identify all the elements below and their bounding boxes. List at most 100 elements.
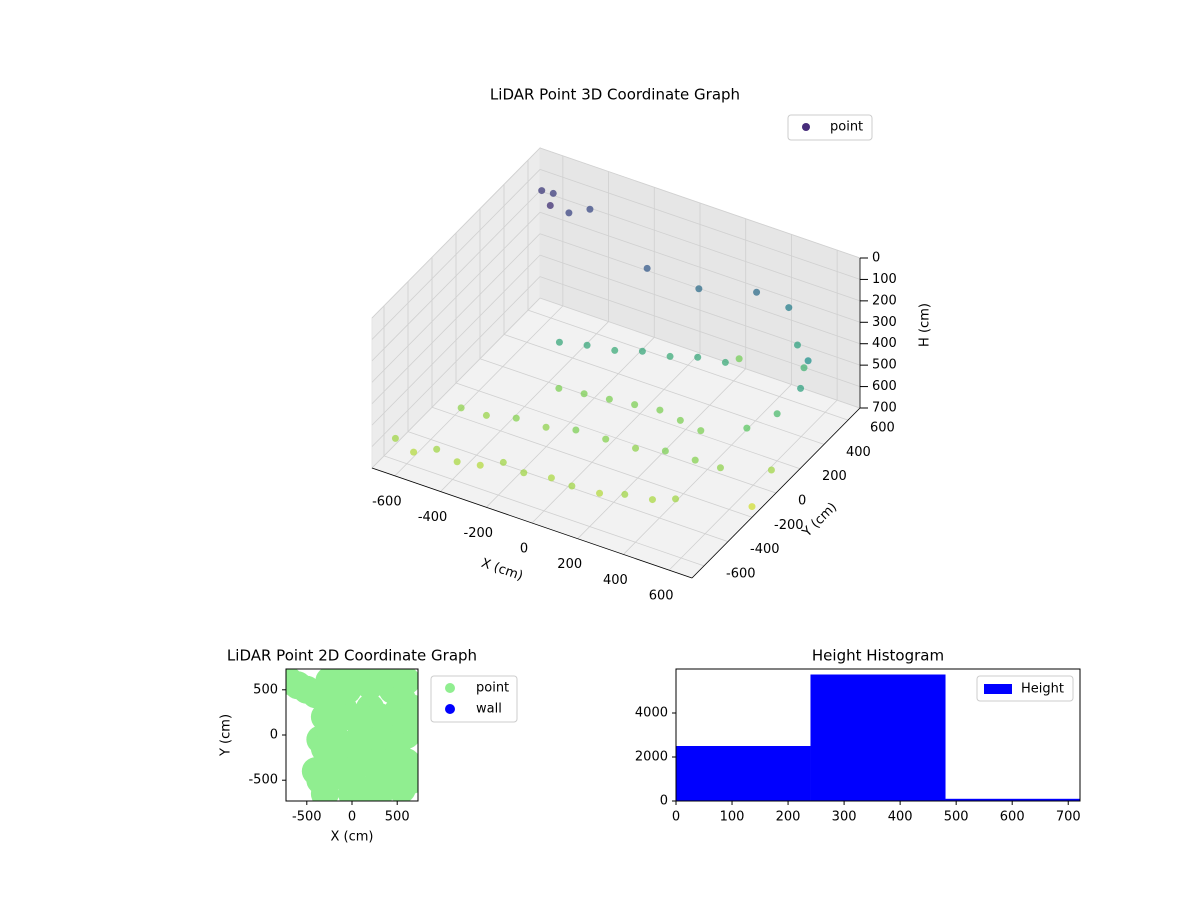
y-tick-label: -600 bbox=[726, 566, 756, 581]
y-tick-label: 2000 bbox=[635, 750, 668, 765]
point bbox=[621, 490, 629, 498]
point bbox=[785, 304, 793, 312]
x-tick-label: 700 bbox=[1056, 810, 1081, 825]
z-tick-label: 600 bbox=[872, 379, 897, 394]
z-tick-label: 700 bbox=[872, 401, 897, 416]
point bbox=[512, 414, 520, 422]
point bbox=[697, 427, 705, 435]
x-axis-label: X (cm) bbox=[479, 556, 525, 584]
z-tick-label: 400 bbox=[872, 336, 897, 351]
point bbox=[347, 775, 376, 801]
point bbox=[555, 338, 563, 346]
y-tick-label: 0 bbox=[660, 794, 668, 809]
y-tick-label: 400 bbox=[846, 445, 871, 460]
y-tick-label: -200 bbox=[774, 518, 804, 533]
point bbox=[666, 352, 674, 360]
grid-line bbox=[383, 455, 705, 567]
x-tick-label: 0 bbox=[520, 542, 528, 557]
x-tick-label: 600 bbox=[649, 589, 674, 604]
point bbox=[546, 202, 554, 209]
y-axis-label: Y (cm) bbox=[219, 714, 234, 757]
point bbox=[396, 707, 418, 736]
grid-line bbox=[527, 309, 849, 421]
point bbox=[804, 357, 812, 365]
point bbox=[572, 426, 580, 434]
point bbox=[310, 779, 339, 801]
point bbox=[611, 346, 619, 354]
legend-label: wall bbox=[476, 702, 502, 717]
point bbox=[580, 390, 588, 398]
point bbox=[661, 447, 669, 455]
bar bbox=[810, 674, 946, 801]
z-tick-label: 200 bbox=[872, 293, 897, 308]
point bbox=[457, 404, 465, 412]
grid-line bbox=[371, 297, 541, 469]
x-tick-label: 0 bbox=[348, 810, 356, 825]
x-axis bbox=[371, 467, 693, 579]
legend-marker bbox=[445, 683, 455, 693]
legend-marker bbox=[445, 704, 455, 714]
point bbox=[631, 401, 639, 409]
grid-line bbox=[431, 406, 753, 518]
point bbox=[365, 748, 394, 777]
y-tick-label: -500 bbox=[248, 773, 278, 788]
x-tick-label: 400 bbox=[888, 810, 913, 825]
grid-line bbox=[539, 254, 861, 366]
x-tick-label: -600 bbox=[372, 494, 402, 509]
point bbox=[392, 669, 418, 695]
point bbox=[433, 445, 441, 453]
point bbox=[499, 458, 507, 466]
legend-box bbox=[787, 114, 873, 141]
y-tick-label: 200 bbox=[822, 469, 847, 484]
point bbox=[800, 364, 808, 372]
point bbox=[391, 434, 399, 442]
grid-line bbox=[455, 382, 777, 494]
point bbox=[632, 444, 640, 452]
x-tick-label: 200 bbox=[776, 810, 801, 825]
point bbox=[453, 458, 461, 466]
legend-box bbox=[976, 675, 1074, 702]
point bbox=[753, 288, 761, 296]
legend-box bbox=[430, 675, 518, 723]
grid-line bbox=[539, 297, 861, 409]
point bbox=[538, 187, 546, 195]
legend-marker bbox=[802, 123, 810, 131]
point bbox=[676, 416, 684, 424]
x-tick-label: 300 bbox=[832, 810, 857, 825]
grid-line bbox=[479, 358, 801, 470]
z-tick-label: 300 bbox=[872, 315, 897, 330]
point bbox=[638, 347, 646, 355]
point bbox=[694, 353, 702, 361]
x-tick-label: 600 bbox=[1000, 810, 1025, 825]
z-tick-label: 0 bbox=[872, 251, 880, 266]
point bbox=[648, 496, 656, 504]
point bbox=[565, 209, 573, 217]
chart-title: LiDAR Point 2D Coordinate Graph bbox=[227, 647, 477, 665]
point bbox=[721, 358, 729, 366]
x-tick-label: 100 bbox=[720, 810, 745, 825]
point bbox=[520, 469, 528, 477]
z-tick-label: 100 bbox=[872, 272, 897, 287]
grid-line bbox=[503, 334, 825, 445]
point bbox=[735, 355, 743, 363]
bar bbox=[945, 798, 1080, 801]
bar bbox=[676, 746, 811, 801]
point bbox=[672, 495, 680, 503]
x-tick-label: 200 bbox=[557, 557, 582, 572]
y-tick-label: 600 bbox=[870, 421, 895, 436]
point bbox=[482, 411, 490, 419]
x-tick-label: 400 bbox=[603, 573, 628, 588]
point bbox=[383, 766, 412, 795]
point bbox=[643, 264, 651, 272]
point bbox=[797, 384, 805, 392]
point bbox=[410, 448, 418, 456]
grid-line bbox=[371, 147, 541, 319]
grid-line bbox=[371, 254, 541, 426]
grid-line bbox=[539, 169, 861, 280]
point bbox=[583, 341, 591, 349]
y-tick-label: 0 bbox=[270, 728, 278, 743]
x-axis-label: X (cm) bbox=[331, 830, 374, 845]
y-tick-label: -400 bbox=[750, 542, 780, 557]
y-tick-label: 4000 bbox=[635, 706, 668, 721]
point bbox=[605, 395, 613, 403]
